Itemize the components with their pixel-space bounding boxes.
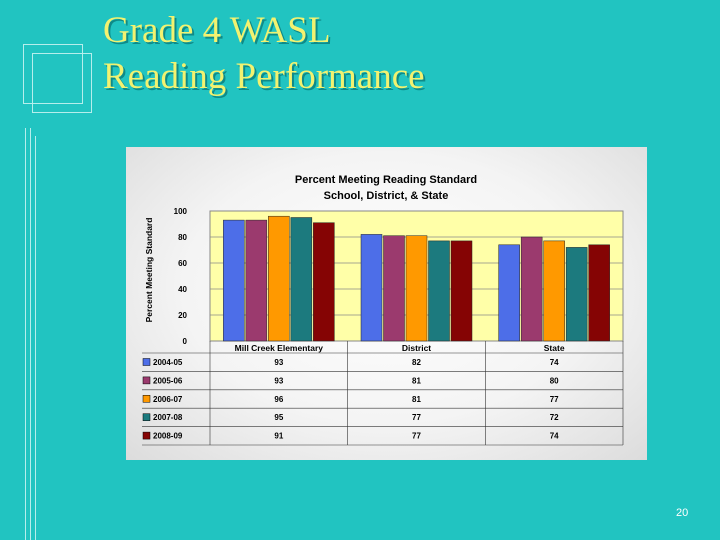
- bar: [498, 244, 520, 342]
- chart-subtitle: School, District, & State: [324, 190, 449, 202]
- data-label: 77: [550, 395, 559, 404]
- y-tick-label: 40: [178, 285, 187, 294]
- slide-title-line-1: Grade 4 WASL: [103, 10, 331, 51]
- bar-chart: Percent Meeting Reading Standard School, …: [142, 174, 624, 446]
- x-tick-label: State: [544, 343, 565, 353]
- legend-entry: 2006-07: [153, 395, 183, 404]
- y-tick-label: 20: [178, 311, 187, 320]
- data-label: 95: [274, 413, 283, 422]
- bar: [450, 240, 473, 342]
- decorative-vertical-line: [25, 128, 31, 540]
- page-number: 20: [676, 507, 689, 519]
- decorative-vertical-line: [35, 136, 37, 540]
- y-tick-label: 80: [178, 233, 187, 242]
- data-label: 93: [274, 358, 283, 367]
- data-label: 96: [274, 395, 283, 404]
- data-label: 72: [550, 413, 559, 422]
- bar: [405, 235, 428, 342]
- legend-swatch: [142, 376, 151, 385]
- data-table: [142, 341, 623, 445]
- bar: [428, 240, 450, 342]
- legend-entry: 2008-09: [153, 432, 183, 441]
- bar: [360, 234, 383, 342]
- data-label: 93: [274, 376, 283, 385]
- slide-title-line-2: Reading Performance: [103, 56, 425, 97]
- data-label: 91: [274, 432, 283, 441]
- y-axis-label: Percent Meeting Standard: [144, 218, 154, 323]
- decorative-square-outline: [32, 53, 92, 113]
- bar: [313, 222, 335, 342]
- y-tick-label: 0: [183, 337, 188, 346]
- bar: [588, 244, 610, 342]
- data-label: 77: [412, 413, 421, 422]
- bar: [290, 217, 313, 342]
- legend-swatch: [142, 431, 151, 440]
- data-label: 74: [550, 432, 559, 441]
- data-label: 77: [412, 432, 421, 441]
- bar: [520, 236, 543, 342]
- chart-panel: Percent Meeting Reading Standard School, …: [126, 147, 647, 460]
- x-tick-label: Mill Creek Elementary: [235, 343, 324, 353]
- data-label: 81: [412, 376, 421, 385]
- data-label: 80: [550, 376, 559, 385]
- legend-entry: 2005-06: [153, 376, 183, 385]
- legend-swatch: [142, 358, 151, 366]
- decorative-square-outline: [23, 44, 83, 104]
- y-tick-label: 100: [174, 207, 188, 216]
- data-label: 82: [412, 358, 421, 367]
- legend-swatch: [142, 413, 151, 421]
- data-label: 74: [550, 358, 559, 367]
- legend-entry: 2004-05: [153, 358, 183, 367]
- legend-entry: 2007-08: [153, 413, 183, 422]
- bar: [268, 215, 290, 342]
- bar: [543, 240, 565, 342]
- bar: [223, 219, 245, 342]
- bar: [565, 247, 588, 342]
- legend-swatch: [142, 395, 151, 403]
- slide-title: Grade 4 WASL Reading Performance: [103, 8, 425, 100]
- chart-title: Percent Meeting Reading Standard: [295, 174, 477, 186]
- y-tick-label: 60: [178, 259, 187, 268]
- bar: [245, 219, 268, 342]
- data-label: 81: [412, 395, 421, 404]
- x-tick-label: District: [402, 343, 431, 353]
- bar: [383, 235, 405, 342]
